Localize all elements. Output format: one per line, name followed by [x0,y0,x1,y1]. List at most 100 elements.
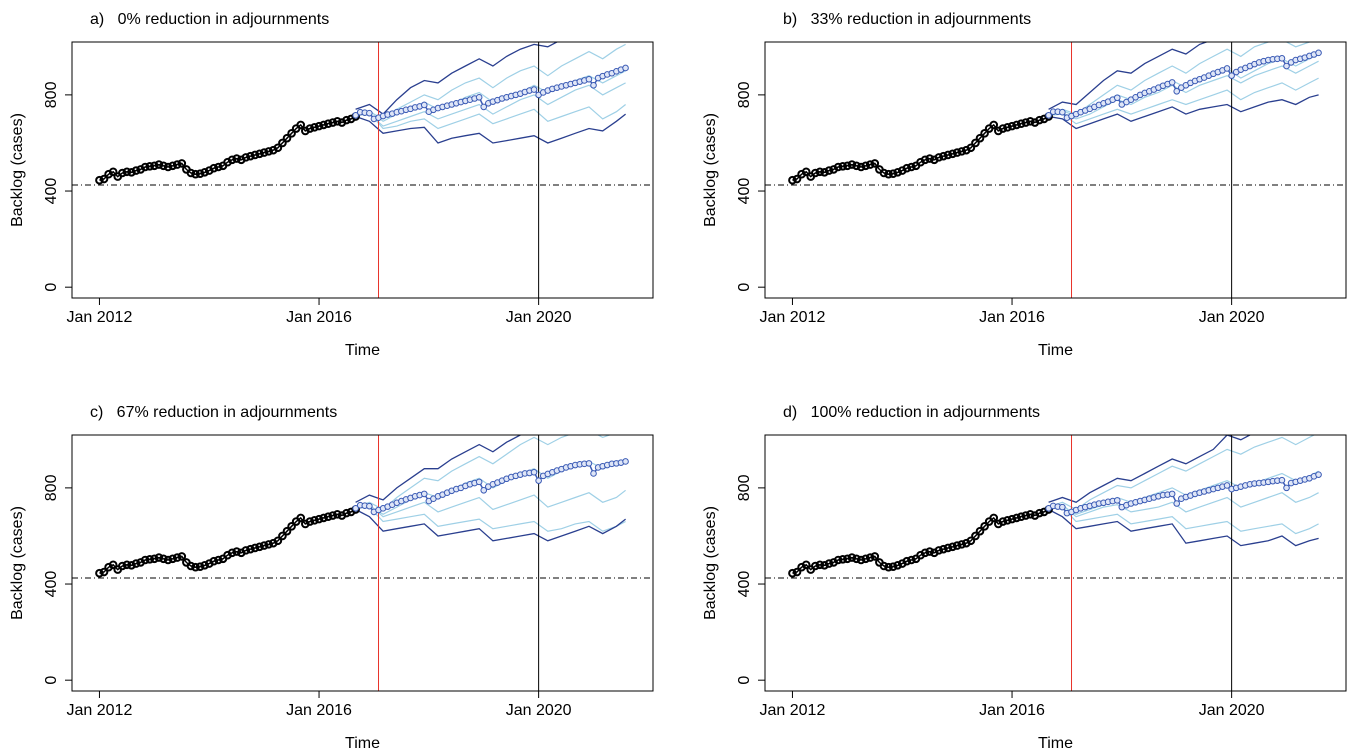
median-point [585,460,593,467]
median-point [622,458,629,465]
observed-point [99,174,109,184]
observed-point [168,554,177,564]
median-point [480,486,488,494]
simulation-line [1048,42,1312,115]
median-point [1283,62,1290,70]
observed-point [966,143,976,153]
observed-point [310,123,319,132]
observed-point [865,160,875,169]
plot-area [765,42,1346,298]
observed-point [310,516,319,525]
observed-point [191,169,200,179]
observed-point [1003,516,1012,525]
plot-frame [764,434,1347,692]
observed-point [177,159,187,168]
observed-point [232,154,241,163]
median-point [420,101,428,109]
median-point [1059,503,1066,511]
observed-point [250,543,260,553]
observed-point [118,168,127,178]
median-point [1228,72,1235,79]
simulation-line [1048,435,1316,511]
observed-point [888,562,898,572]
observed-point [943,543,953,553]
observed-point [150,554,159,564]
observed-point [820,560,829,570]
observed-point [287,522,296,531]
upper-interval [355,42,559,115]
median-point [1315,471,1322,478]
observed-point [838,554,848,564]
x-tick-label: Jan 2012 [760,309,826,326]
observed-point [971,138,980,148]
x-tick-label: Jan 2012 [67,702,133,719]
x-tick-label: Jan 2012 [760,702,826,719]
median-point [352,505,359,512]
observed-point [305,517,315,526]
observed-point [902,163,912,173]
median-point [622,64,629,72]
observed-point [250,150,260,160]
observed-point [200,560,209,570]
observed-point [957,540,967,549]
observed-point [1026,510,1035,519]
observed-point [815,167,825,177]
median-point [1168,490,1176,498]
panel: b) 33% reduction in adjournments Time Back… [702,11,1347,359]
observed-point [214,162,223,172]
observed-point [122,167,132,177]
median-point [1173,500,1181,507]
observed-point [287,129,296,138]
observed-point [264,147,274,156]
observed-point [838,161,848,171]
y-tick-label: 0 [43,676,60,685]
observed-point [259,148,269,157]
observed-point [319,120,328,130]
observed-point [998,124,1008,133]
observed-point [314,121,324,131]
plot-area [72,42,653,298]
observed-point [888,169,898,179]
simulation-line [355,82,626,127]
panel-title: d) 100% reduction in adjournments [783,404,1040,421]
observed-point [788,568,797,578]
observed-point [870,159,880,168]
y-tick-label: 800 [43,81,60,108]
plot-frame [71,41,654,299]
observed-point [989,120,999,130]
observed-point [966,536,976,546]
observed-point [952,148,962,157]
y-tick-label: 400 [43,178,60,205]
panel: c) 67% reduction in adjournments Time Back… [9,404,654,752]
observed-point [1026,117,1035,126]
lower-interval [355,508,627,542]
observed-point [801,560,811,570]
observed-point [282,526,292,536]
observed-point [342,508,351,518]
x-tick-label: Jan 2016 [286,702,352,719]
observed-point [801,167,811,177]
observed-point [1021,511,1031,520]
observed-point [980,522,989,531]
median-point [1278,55,1286,62]
observed-point [145,161,155,171]
observed-point [907,162,916,172]
y-tick-label: 0 [43,283,60,292]
upper-interval [1048,435,1252,504]
observed-point [282,133,292,143]
observed-point [879,168,889,178]
observed-point [811,561,820,571]
observed-point [1035,508,1044,518]
observed-point [1021,118,1031,127]
observed-point [278,138,287,148]
observed-point [852,161,861,171]
observed-point [824,166,834,175]
y-tick-label: 800 [736,474,753,501]
x-tick-label: Jan 2020 [1199,309,1265,326]
median-point [530,468,538,476]
plot-frame [764,41,1347,299]
observed-point [847,553,857,562]
observed-point [131,559,141,568]
median-point [1223,65,1231,72]
observed-point [824,559,834,568]
